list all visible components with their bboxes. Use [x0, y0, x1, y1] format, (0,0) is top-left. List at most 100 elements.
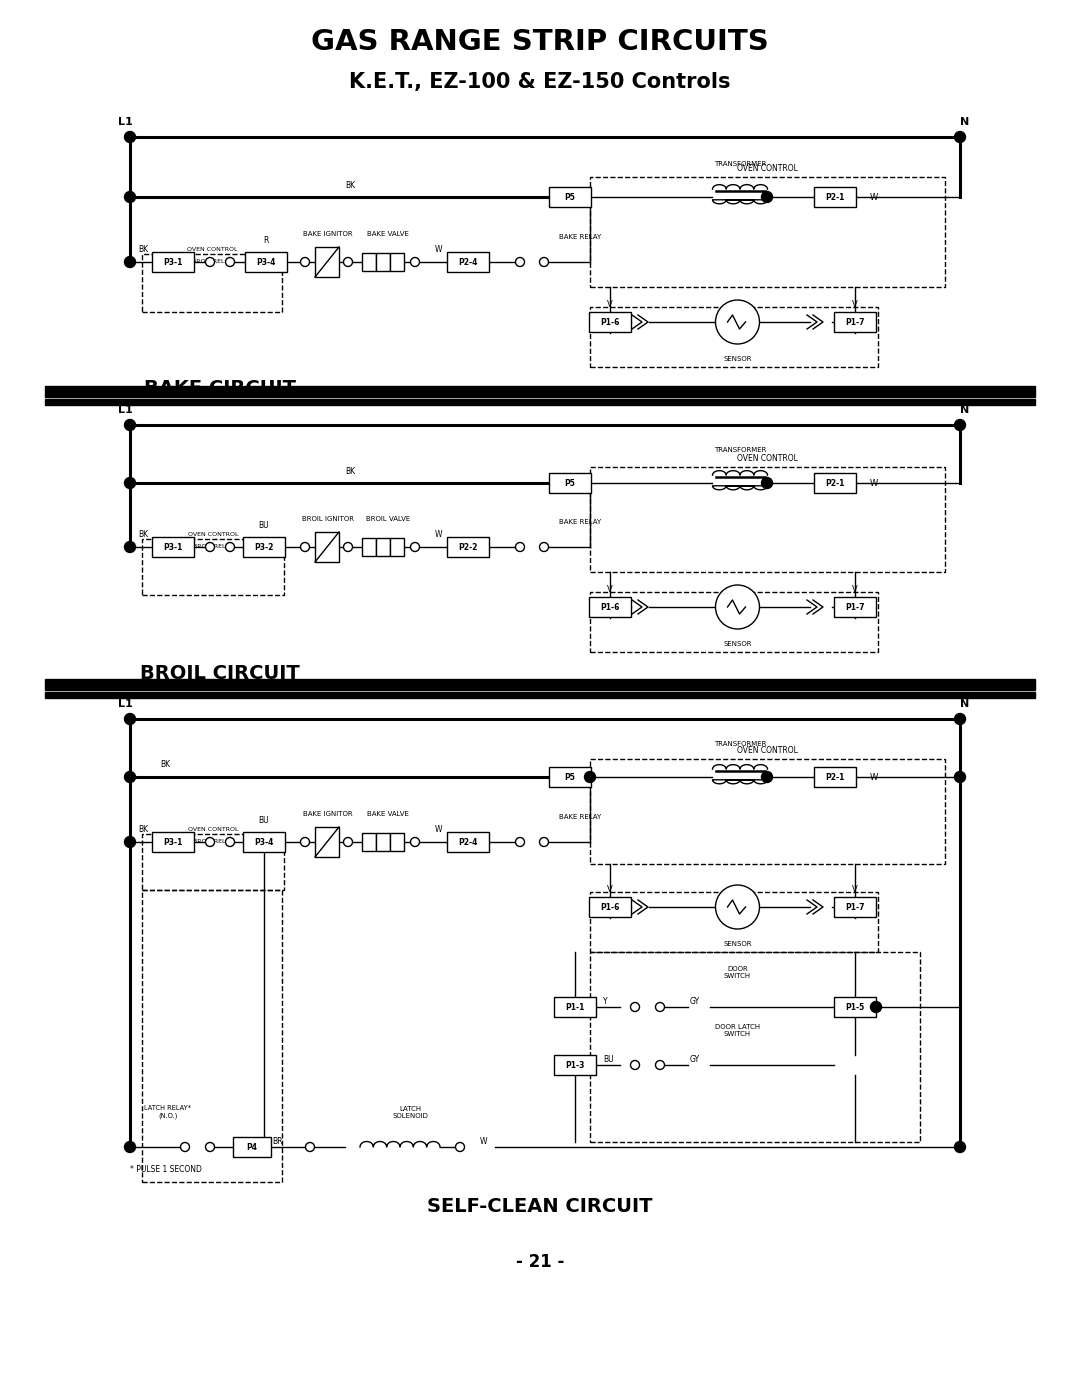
Bar — [390, 833, 404, 851]
Circle shape — [456, 1143, 464, 1151]
Circle shape — [124, 131, 135, 142]
Circle shape — [124, 837, 135, 848]
Circle shape — [343, 837, 352, 847]
Text: W: W — [870, 773, 878, 781]
Text: P3-4: P3-4 — [254, 837, 273, 847]
Bar — [45, 386, 1035, 397]
Text: BAKE IGNITOR: BAKE IGNITOR — [303, 231, 353, 237]
Bar — [376, 253, 390, 271]
Bar — [315, 827, 339, 856]
Bar — [549, 767, 591, 787]
Text: P1-3: P1-3 — [565, 1060, 584, 1070]
Bar — [589, 897, 631, 916]
Text: V: V — [852, 585, 858, 594]
Bar — [141, 254, 282, 312]
Text: W: W — [480, 1137, 487, 1147]
Circle shape — [226, 837, 234, 847]
Text: BU: BU — [259, 521, 269, 529]
Text: P2-1: P2-1 — [825, 479, 845, 488]
Bar — [814, 187, 856, 207]
Text: * PULSE 1 SECOND: * PULSE 1 SECOND — [130, 1165, 202, 1173]
Text: P5: P5 — [565, 773, 576, 781]
Text: SENSOR: SENSOR — [724, 942, 752, 947]
Circle shape — [124, 191, 135, 203]
Bar — [589, 312, 631, 332]
Bar — [45, 692, 1035, 698]
Text: BAKE VALVE: BAKE VALVE — [367, 231, 409, 237]
Text: TRANSFORMER: TRANSFORMER — [714, 447, 766, 453]
Circle shape — [955, 1141, 966, 1153]
Bar — [834, 312, 876, 332]
Circle shape — [306, 1143, 314, 1151]
Text: L1: L1 — [118, 698, 133, 710]
Circle shape — [205, 1143, 215, 1151]
Circle shape — [761, 191, 772, 203]
Text: BAKE RELAY: BAKE RELAY — [558, 235, 602, 240]
Bar — [590, 893, 878, 951]
Text: BROIL RELAY: BROIL RELAY — [192, 258, 232, 264]
Text: OVEN CONTROL: OVEN CONTROL — [737, 454, 798, 462]
Bar — [447, 833, 489, 852]
Text: - 21 -: - 21 - — [516, 1253, 564, 1271]
Bar — [315, 247, 339, 277]
Bar — [590, 307, 878, 367]
Text: BAKE RELAY: BAKE RELAY — [558, 520, 602, 525]
Text: TRANSFORMER: TRANSFORMER — [714, 161, 766, 168]
Text: P1-7: P1-7 — [846, 902, 865, 911]
Bar — [141, 539, 284, 595]
Text: BROIL IGNITOR: BROIL IGNITOR — [302, 515, 354, 522]
Text: LATCH RELAY*
(N.O.): LATCH RELAY* (N.O.) — [145, 1105, 191, 1119]
Circle shape — [205, 257, 215, 267]
Circle shape — [410, 837, 419, 847]
Bar — [376, 833, 390, 851]
Text: BK: BK — [345, 467, 355, 476]
Circle shape — [715, 886, 759, 929]
Circle shape — [410, 542, 419, 552]
Text: OVEN CONTROL: OVEN CONTROL — [188, 532, 239, 536]
Text: P3-4: P3-4 — [256, 257, 275, 267]
Circle shape — [761, 771, 772, 782]
Text: SENSOR: SENSOR — [724, 641, 752, 647]
Circle shape — [226, 542, 234, 552]
Circle shape — [715, 300, 759, 344]
Text: R: R — [264, 236, 269, 244]
Circle shape — [226, 257, 234, 267]
Text: N: N — [960, 698, 970, 710]
Bar — [554, 997, 596, 1017]
Bar — [814, 767, 856, 787]
Text: BAKE CIRCUIT: BAKE CIRCUIT — [144, 379, 296, 398]
Circle shape — [656, 1060, 664, 1070]
Text: BROIL RELAY: BROIL RELAY — [193, 543, 233, 549]
Circle shape — [715, 585, 759, 629]
Circle shape — [124, 771, 135, 782]
Circle shape — [124, 714, 135, 725]
Bar — [834, 597, 876, 617]
Text: LATCH
SOLENOID: LATCH SOLENOID — [392, 1106, 428, 1119]
Text: OVEN CONTROL: OVEN CONTROL — [737, 746, 798, 754]
Bar — [590, 467, 945, 571]
Circle shape — [515, 257, 525, 267]
Text: P3-1: P3-1 — [163, 542, 183, 552]
Bar — [549, 187, 591, 207]
Bar — [554, 1055, 596, 1076]
Text: W: W — [435, 826, 443, 834]
Text: V: V — [607, 886, 612, 894]
Bar — [390, 253, 404, 271]
Circle shape — [540, 257, 549, 267]
Text: K.E.T., EZ-100 & EZ-150 Controls: K.E.T., EZ-100 & EZ-150 Controls — [349, 73, 731, 92]
Text: P1-7: P1-7 — [846, 602, 865, 612]
Text: GY: GY — [690, 1056, 700, 1065]
Text: W: W — [435, 529, 443, 539]
Text: BAKE VALVE: BAKE VALVE — [367, 812, 409, 817]
Circle shape — [124, 478, 135, 489]
Circle shape — [540, 837, 549, 847]
Circle shape — [955, 714, 966, 725]
Text: P1-7: P1-7 — [846, 317, 865, 327]
Bar — [45, 679, 1035, 690]
Text: BK: BK — [138, 244, 148, 254]
Bar — [362, 538, 376, 556]
Circle shape — [515, 542, 525, 552]
Bar — [589, 597, 631, 617]
Text: P2-4: P2-4 — [458, 257, 477, 267]
Bar — [376, 538, 390, 556]
